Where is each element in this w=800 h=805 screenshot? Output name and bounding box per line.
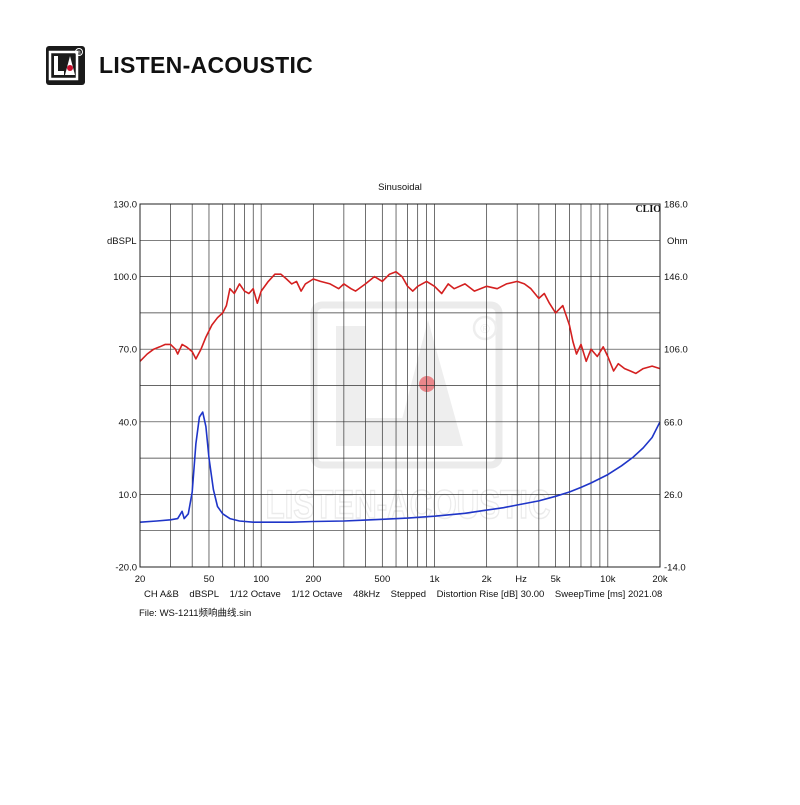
clio-mark: CLIO [635,204,661,215]
right-tick-label: 66.0 [664,417,683,428]
footer-mode: Stepped [390,589,427,600]
left-tick-label: 40.0 [119,417,138,428]
x-tick-label: 5k [551,574,561,585]
footer-sweeptime: SweepTime [ms] 2021.08 [554,589,663,600]
right-tick-label: 26.0 [664,490,683,501]
watermark-registered-mark: ® [480,321,490,336]
x-tick-label: 20k [652,574,668,585]
right-tick-label: 146.0 [664,272,688,283]
series-0-line [139,271,661,375]
x-tick-label: 200 [305,574,321,585]
chart-grid [140,204,660,567]
left-tick-label: 10.0 [119,490,138,501]
left-tick-label: -20.0 [115,563,137,574]
x-tick-label: 500 [374,574,390,585]
right-tick-label: 186.0 [664,200,688,211]
watermark-dot [419,376,435,392]
brand-registered-mark: ® [77,49,81,56]
series-1-line [139,411,661,523]
right-axis-unit: Ohm [667,236,688,247]
x-tick-label: 1k [429,574,439,585]
brand-name: LISTEN-ACOUSTIC [99,51,314,78]
x-tick-label: 10k [600,574,616,585]
left-tick-label: 130.0 [113,200,137,211]
footer-smoothing-1: 1/12 Octave [229,589,281,600]
x-tick-label: 20 [135,574,146,585]
plot-frame [139,203,661,568]
footer-smoothing-2: 1/12 Octave [291,589,343,600]
left-tick-label: 70.0 [119,345,138,356]
chart-curves [139,271,661,523]
x-tick-label: 50 [204,574,215,585]
left-tick-label: 100.0 [113,272,137,283]
axis-ticks: 20 50 100 200 500 1k 2k Hz 5k 10k 20k 130.0 100.0 70.… [113,200,688,586]
footer-unit: dBSPL [189,589,219,600]
x-tick-label: Hz [515,574,527,585]
x-tick-label: 100 [253,574,269,585]
brand-logo-icon: ® [46,45,85,85]
watermark-name: LISTEN-ACOUSTIC [266,483,551,527]
chart-title: Sinusoidal [378,182,422,193]
footer-samplerate: 48kHz [353,589,381,600]
watermark: ® LISTEN-ACOUSTIC [265,301,551,528]
footer-file: File: WS-1211频响曲线.sin [139,608,252,619]
brand-header: ® LISTEN-ACOUSTIC [46,45,313,85]
right-tick-label: 106.0 [664,345,688,356]
footer-distortion: Distortion Rise [dB] 30.00 [436,589,545,600]
left-axis-unit: dBSPL [107,236,137,247]
footer-channel: CH A&B [144,589,179,600]
x-tick-label: 2k [482,574,492,585]
footer-line-1: CH A&B dBSPL 1/12 Octave 1/12 Octave 48k… [144,589,662,600]
right-tick-label: -14.0 [664,563,686,574]
